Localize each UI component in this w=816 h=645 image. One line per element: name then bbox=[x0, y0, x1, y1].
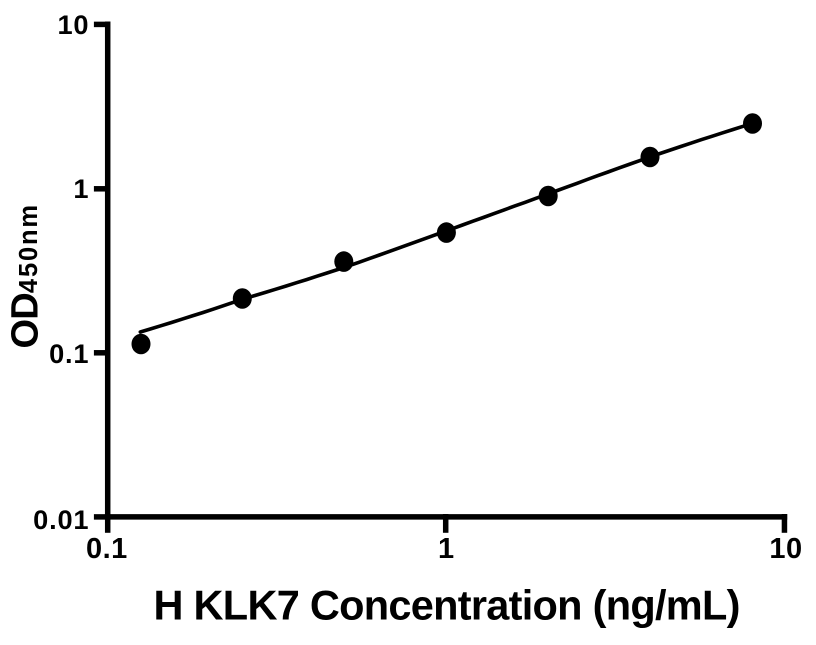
svg-text:0.01: 0.01 bbox=[33, 504, 89, 535]
svg-text:0.1: 0.1 bbox=[49, 338, 89, 369]
svg-text:0.1: 0.1 bbox=[86, 533, 128, 565]
svg-text:1: 1 bbox=[438, 533, 455, 565]
svg-text:1: 1 bbox=[73, 173, 89, 204]
svg-text:10: 10 bbox=[57, 9, 89, 40]
svg-text:H KLK7 Concentration (ng/mL): H KLK7 Concentration (ng/mL) bbox=[154, 581, 740, 628]
svg-text:10: 10 bbox=[769, 533, 802, 565]
